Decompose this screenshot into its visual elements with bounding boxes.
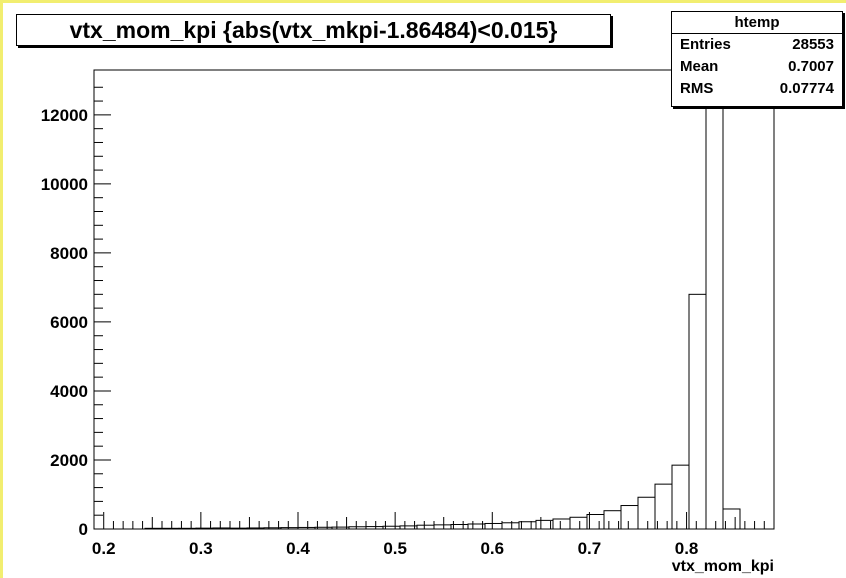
y-tick-label: 6000 <box>50 313 88 332</box>
x-tick-label: 0.3 <box>189 539 213 558</box>
y-axis: 0 2000 4000 6000 8000 10000 12000 <box>41 86 111 539</box>
y-tick-label: 10000 <box>41 175 88 194</box>
x-tick-label: 0.2 <box>92 539 116 558</box>
chart-title-text: vtx_mom_kpi {abs(vtx_mkpi-1.86484)<0.015… <box>69 16 558 43</box>
histogram-bin <box>348 526 367 530</box>
stats-box-title: htemp <box>672 12 842 34</box>
histogram-bin <box>569 516 588 530</box>
histogram-series <box>144 90 741 530</box>
x-tick-label: 0.4 <box>286 539 310 558</box>
x-axis-title: vtx_mom_kpi <box>672 558 774 575</box>
x-tick-label: 0.5 <box>383 539 407 558</box>
histogram-bin <box>161 527 180 530</box>
histogram-bin <box>501 522 520 530</box>
histogram-bin <box>144 527 163 530</box>
stats-mean-label: Mean <box>680 58 719 75</box>
stats-row-rms: RMS 0.07774 <box>672 78 842 100</box>
x-tick-label: 0.6 <box>480 539 504 558</box>
canvas-left-edge <box>0 0 3 578</box>
y-tick-label: 12000 <box>41 106 88 125</box>
histogram-bin <box>433 524 452 530</box>
stats-entries-value: 28553 <box>792 36 834 53</box>
histogram-bin <box>484 522 503 530</box>
stats-rms-value: 0.07774 <box>779 80 834 97</box>
histogram-bin <box>620 505 639 530</box>
histogram-bin <box>688 293 707 530</box>
chart-title: vtx_mom_kpi {abs(vtx_mkpi-1.86484)<0.015… <box>16 14 611 46</box>
stats-row-entries: Entries 28553 <box>672 34 842 56</box>
stats-entries-label: Entries <box>680 36 731 53</box>
histogram-bin <box>365 526 384 530</box>
histogram-bin <box>552 518 571 530</box>
histogram-bin <box>722 508 741 530</box>
histogram-bin <box>229 527 248 530</box>
x-tick-label: 0.7 <box>578 539 602 558</box>
stats-mean-value: 0.7007 <box>788 58 834 75</box>
y-tick-label: 4000 <box>50 382 88 401</box>
canvas-top-edge <box>0 0 846 3</box>
histogram-bin <box>416 524 435 530</box>
y-tick-label: 0 <box>79 520 88 539</box>
y-tick-label: 2000 <box>50 451 88 470</box>
plot-frame <box>93 69 775 530</box>
histogram-bin <box>280 527 299 530</box>
histogram-bin <box>212 527 231 530</box>
stats-box: htemp Entries 28553 Mean 0.7007 RMS 0.07… <box>671 11 843 107</box>
x-axis: 0.2 0.3 0.4 0.5 0.6 0.7 0.8 <box>92 512 775 558</box>
stats-row-mean: Mean 0.7007 <box>672 56 842 78</box>
histogram-bin <box>705 90 724 530</box>
stats-rms-label: RMS <box>680 80 714 97</box>
x-tick-label: 0.8 <box>675 539 699 558</box>
y-tick-label: 8000 <box>50 244 88 263</box>
histogram-bin <box>637 496 656 530</box>
histogram-bin <box>297 526 316 530</box>
